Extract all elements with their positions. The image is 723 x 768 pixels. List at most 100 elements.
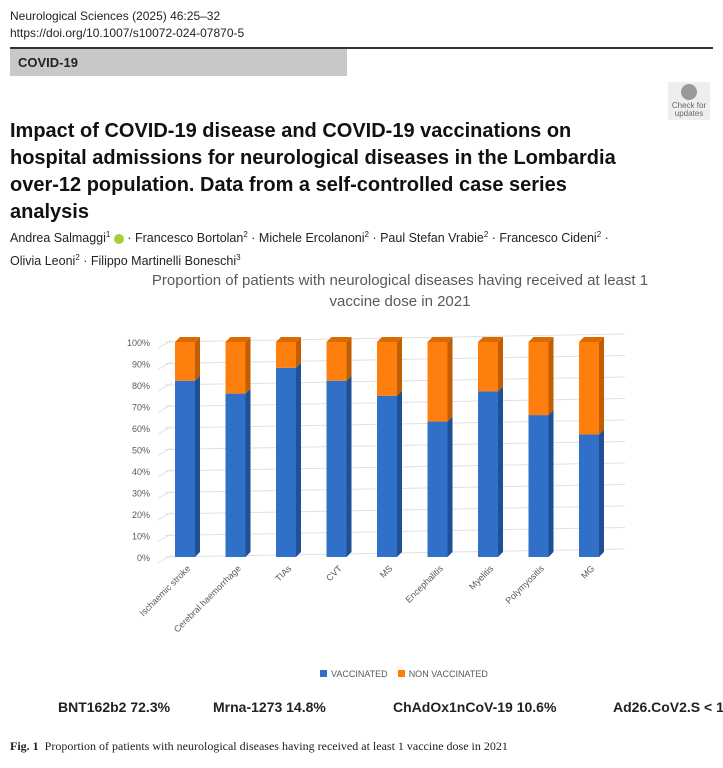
y-tick-label: 50% — [132, 446, 150, 456]
bar-segment-non-vaccinated — [326, 342, 347, 381]
y-tick-label: 80% — [132, 381, 150, 391]
affiliation-marker: 3 — [236, 253, 241, 263]
bar-top — [276, 337, 301, 342]
journal-citation: Neurological Sciences (2025) 46:25–32 — [10, 9, 221, 23]
bar-side — [195, 375, 200, 557]
bar-segment-vaccinated — [377, 395, 397, 557]
y-tick-label: 100% — [127, 338, 150, 348]
figure-caption: Fig. 1 Proportion of patients with neuro… — [10, 739, 508, 753]
legend-label: NON VACCINATED — [408, 669, 488, 679]
divider — [10, 47, 713, 49]
bar-segment-vaccinated — [579, 434, 599, 557]
y-tick-label: 60% — [132, 424, 150, 434]
bar-side — [397, 390, 402, 557]
y-tick-label: 20% — [132, 510, 150, 520]
bar-top — [326, 337, 352, 342]
journal-header: Neurological Sciences (2025) 46:25–32 ht… — [10, 8, 244, 42]
chart-legend: VACCINATED NON VACCINATED — [320, 669, 488, 679]
bar-top — [579, 337, 604, 342]
bar-side — [346, 337, 352, 381]
bar-side — [548, 410, 554, 557]
bar-top — [377, 337, 402, 342]
affiliation-marker: 2 — [243, 230, 248, 239]
bar-segment-vaccinated — [326, 380, 347, 557]
gridline — [157, 490, 173, 499]
bar-side — [498, 337, 503, 392]
bar-top — [175, 337, 200, 342]
gridline — [157, 382, 173, 392]
affiliation-marker: 2 — [75, 253, 80, 263]
bar-segment-non-vaccinated — [528, 342, 549, 416]
x-tick-label: TIAs — [273, 563, 294, 584]
orcid-icon[interactable] — [113, 233, 124, 244]
author-name[interactable]: Filippo Martinelli Boneschi — [90, 254, 237, 269]
author-list: Andrea Salmaggi1 · Francesco Bortolan2 ·… — [10, 230, 609, 269]
legend-label: VACCINATED — [331, 669, 388, 679]
gridline — [157, 533, 173, 542]
bar-segment-vaccinated — [225, 393, 246, 557]
bar-top — [225, 337, 251, 342]
y-tick-label: 70% — [132, 403, 150, 413]
author-name[interactable]: Michele Ercolanoni — [258, 231, 365, 246]
author-name[interactable]: Olivia Leoni — [10, 254, 76, 269]
bar-segment-non-vaccinated — [175, 342, 195, 381]
gridline — [157, 425, 173, 435]
x-tick-label: MG — [579, 563, 596, 580]
bookmark-icon — [681, 84, 697, 100]
section-label: COVID-19 — [10, 49, 347, 76]
bar-segment-vaccinated — [276, 367, 296, 557]
affiliation-marker: 2 — [596, 230, 602, 239]
bar-top — [528, 337, 554, 342]
affiliation-marker: 2 — [364, 230, 369, 239]
vaccine-stat: Mrna-1273 14.8% — [213, 699, 326, 715]
vaccine-stat: Ad26.CoV2.S < 1 — [613, 699, 723, 715]
check-for-updates-button[interactable]: Check for updates — [668, 82, 710, 120]
bar-segment-non-vaccinated — [427, 342, 448, 422]
bar-side — [548, 337, 554, 416]
bar-top — [478, 337, 503, 342]
doi-link[interactable]: https://doi.org/10.1007/s10072-024-07870… — [10, 26, 245, 40]
legend-swatch-vaccinated — [320, 670, 327, 677]
bar-side — [296, 362, 301, 557]
gridline — [157, 554, 173, 564]
vaccine-stat: BNT162b2 72.3% — [58, 699, 171, 715]
y-tick-label: 90% — [132, 360, 150, 370]
bar-side — [498, 386, 503, 557]
gridline — [157, 468, 173, 478]
x-tick-label: Ischaemic stroke — [138, 563, 193, 618]
bar-side — [599, 429, 604, 557]
bar-side — [245, 388, 251, 557]
x-tick-label: MS — [378, 563, 395, 580]
affiliation-marker: 2 — [483, 230, 489, 239]
bar-side — [296, 337, 301, 368]
y-tick-label: 10% — [132, 532, 150, 542]
author-name[interactable]: Andrea Salmaggi — [10, 231, 106, 246]
affiliation-marker: 1 — [105, 230, 111, 239]
y-tick-label: 40% — [132, 467, 150, 477]
bar-side — [447, 337, 453, 422]
chart-title: Proportion of patients with neurological… — [151, 272, 649, 310]
article-title: Impact of COVID-19 disease and COVID-19 … — [10, 120, 616, 223]
bar-segment-non-vaccinated — [579, 342, 599, 435]
gridline — [157, 339, 173, 349]
x-tick-label: Polymyositis — [503, 563, 546, 606]
gridline — [157, 511, 173, 521]
legend-swatch-non-vaccinated — [397, 670, 405, 677]
bar-segment-vaccinated — [528, 415, 549, 557]
gridline — [157, 404, 173, 413]
author-name[interactable]: Paul Stefan Vrabie — [380, 231, 484, 246]
bar-segment-vaccinated — [427, 421, 448, 557]
bar-side — [447, 416, 453, 557]
x-tick-label: CVT — [324, 563, 344, 583]
bar-side — [599, 337, 604, 435]
author-name[interactable]: Francesco Cideni — [499, 231, 597, 246]
stacked-bar-chart: 0% 10% 20% 30% 40% 50% 60% 70% 80% 90% 100% Ischaem… — [127, 333, 626, 634]
gridline — [157, 447, 173, 456]
bar-side — [245, 337, 251, 394]
y-tick-label: 0% — [137, 553, 150, 563]
bar-segment-vaccinated — [175, 380, 195, 557]
bar-side — [346, 375, 352, 557]
author-name[interactable]: Francesco Bortolan — [134, 231, 244, 246]
bar-segment-non-vaccinated — [225, 342, 246, 394]
y-tick-label: 30% — [132, 489, 150, 499]
